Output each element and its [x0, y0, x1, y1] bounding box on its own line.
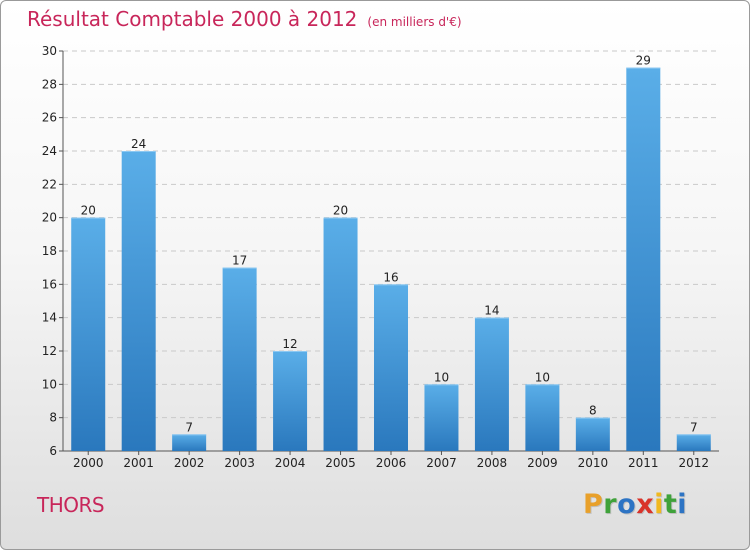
y-tick-label: 10 — [42, 377, 57, 391]
y-tick-label: 26 — [42, 111, 57, 125]
y-tick-label: 6 — [49, 444, 57, 458]
bar — [273, 351, 308, 451]
y-tick-label: 8 — [49, 411, 57, 425]
x-tick-label: 2008 — [477, 456, 508, 470]
x-tick-label: 2009 — [527, 456, 558, 470]
logo-letter: i — [677, 489, 688, 520]
x-tick-label: 2010 — [578, 456, 609, 470]
x-tick-label: 2001 — [123, 456, 154, 470]
x-tick-label: 2007 — [426, 456, 457, 470]
bar — [172, 434, 207, 451]
x-tick-label: 2003 — [224, 456, 255, 470]
bar — [575, 417, 610, 451]
x-tick-label: 2012 — [678, 456, 709, 470]
logo-letter: r — [603, 489, 618, 520]
data-label: 20 — [333, 204, 348, 218]
data-label: 29 — [636, 54, 651, 68]
logo-letter: x — [636, 489, 655, 520]
y-tick-label: 14 — [42, 311, 57, 325]
commune-name: THORS — [37, 493, 105, 517]
x-tick-label: 2011 — [628, 456, 659, 470]
x-tick-label: 2006 — [376, 456, 407, 470]
x-tick-label: 2004 — [275, 456, 306, 470]
data-label: 7 — [185, 420, 193, 434]
y-tick-label: 28 — [42, 77, 57, 91]
logo-letter: t — [663, 489, 678, 520]
data-label: 20 — [81, 204, 96, 218]
chart-subtitle: (en milliers d'€) — [367, 15, 462, 29]
title-text: Résultat Comptable 2000 à 2012 — [27, 7, 358, 31]
data-label: 24 — [131, 137, 146, 151]
y-tick-label: 16 — [42, 277, 57, 291]
bar — [323, 217, 358, 451]
x-tick-label: 2005 — [325, 456, 356, 470]
x-tick-label: 2002 — [174, 456, 205, 470]
logo-letter: P — [583, 489, 604, 520]
logo-letter: o — [617, 489, 637, 520]
data-label: 7 — [690, 420, 698, 434]
bar — [626, 67, 661, 452]
data-label: 8 — [589, 404, 597, 418]
bar — [374, 284, 408, 451]
y-tick-label: 12 — [42, 344, 57, 358]
bar — [424, 384, 459, 451]
bar — [71, 217, 106, 451]
bar — [474, 317, 509, 451]
data-label: 12 — [282, 337, 297, 351]
bar — [222, 267, 257, 451]
data-label: 10 — [535, 370, 550, 384]
x-tick-label: 2000 — [73, 456, 104, 470]
data-label: 16 — [383, 270, 398, 284]
y-tick-label: 20 — [42, 211, 57, 225]
proxiti-logo[interactable]: Proxiti — [583, 489, 687, 520]
bar — [676, 434, 711, 451]
bar — [121, 151, 156, 451]
y-tick-label: 24 — [42, 144, 57, 158]
logo-letter: i — [654, 489, 664, 520]
y-tick-label: 22 — [42, 177, 57, 191]
data-label: 14 — [484, 304, 499, 318]
y-tick-label: 30 — [42, 44, 57, 58]
chart-title: Résultat Comptable 2000 à 2012 (en millie… — [27, 7, 462, 31]
bar — [525, 384, 560, 451]
y-tick-label: 18 — [42, 244, 57, 258]
data-label: 10 — [434, 370, 449, 384]
data-label: 17 — [232, 254, 247, 268]
